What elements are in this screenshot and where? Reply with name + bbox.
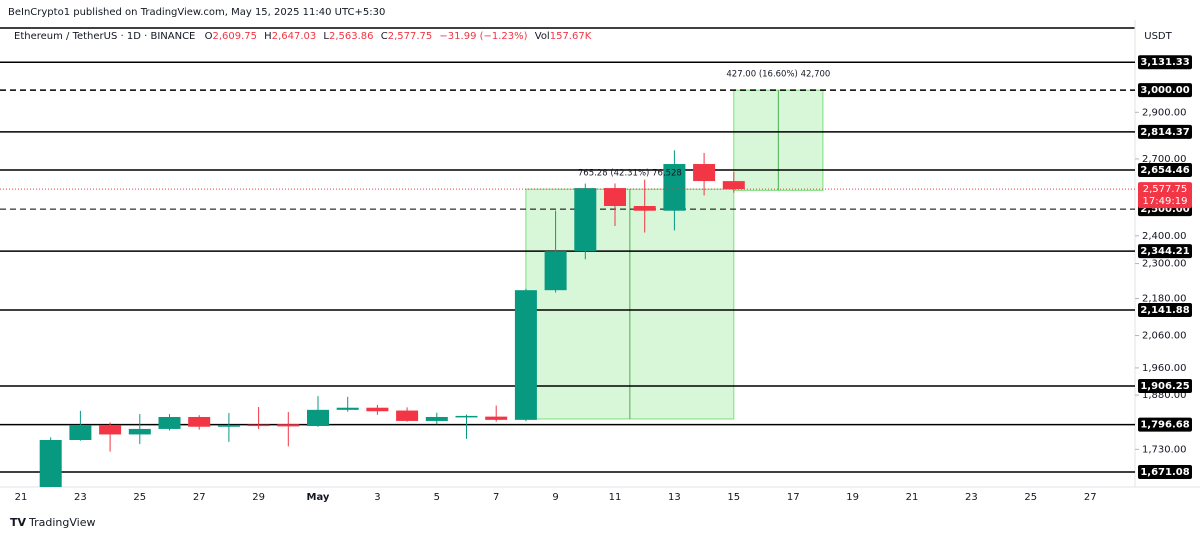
level-label: 2,500.00 — [1140, 204, 1189, 215]
x-tick-label: 29 — [252, 492, 265, 503]
candle-body — [366, 407, 389, 412]
level-tag — [1138, 83, 1192, 98]
candle-body — [544, 251, 567, 291]
y-tick-label: 2,300.00 — [1142, 259, 1187, 270]
brand: TV TradingView — [10, 516, 95, 529]
candle-body — [307, 409, 329, 427]
legend-key: H — [264, 31, 272, 42]
level-label: 1,671.08 — [1140, 467, 1189, 478]
range-label: 427.00 (16.60%) 42,700 — [726, 70, 830, 80]
candle-body — [188, 416, 211, 427]
legend-value: 2,577.75 — [388, 31, 433, 42]
candle-body — [217, 424, 240, 427]
x-tick-label: 5 — [434, 492, 440, 503]
candle-body — [455, 415, 478, 418]
legend-key: O — [205, 31, 213, 42]
x-tick-label: 27 — [1084, 492, 1097, 503]
x-tick-label: 9 — [552, 492, 558, 503]
candle-body — [722, 181, 745, 190]
plot — [0, 61, 1135, 487]
x-tick-label: 27 — [193, 492, 206, 503]
candle-body — [247, 424, 270, 427]
x-tick-label: 23 — [74, 492, 87, 503]
brand-logo: TV — [10, 516, 27, 529]
candle-body — [514, 290, 537, 420]
legend-text: Ethereum / TetherUS · 1D · BINANCE O2,60… — [14, 31, 592, 42]
x-tick-label: 21 — [15, 492, 28, 503]
level-tag — [1138, 55, 1192, 70]
y-tick-label: 1,730.00 — [1142, 444, 1187, 455]
level-label: 1,796.68 — [1140, 420, 1189, 431]
x-tick-label: 19 — [846, 492, 859, 503]
level-tag — [1138, 124, 1192, 139]
level-label: 3,131.33 — [1140, 57, 1189, 68]
countdown: 17:49:19 — [1143, 196, 1188, 207]
level-label: 2,654.46 — [1140, 165, 1189, 176]
candle-body — [277, 424, 300, 427]
x-tick-label: 13 — [668, 492, 681, 503]
last-price-label: 2,577.75 — [1143, 184, 1188, 195]
y-tick-label: 2,180.00 — [1142, 294, 1187, 305]
candle-body — [69, 424, 92, 440]
candle-body — [336, 407, 359, 410]
x-tick-label: 3 — [374, 492, 380, 503]
level-tag — [1138, 464, 1192, 479]
axes: 2,900.00 2,700.00 2,400.00 2,300.00 2,180.00… — [15, 55, 1192, 503]
legend-value: 2,647.03 — [272, 31, 317, 42]
x-tick-label: 17 — [787, 492, 800, 503]
x-tick-label: 15 — [727, 492, 740, 503]
legend-value: 2,609.75 — [212, 31, 257, 42]
legend-value: 157.67K — [550, 31, 592, 42]
x-tick-label: 25 — [133, 492, 146, 503]
level-tag — [1138, 379, 1192, 394]
candle-body — [693, 164, 716, 182]
candle-body — [604, 188, 626, 207]
y-tick-label: 2,400.00 — [1142, 231, 1187, 242]
y-tick-label: 1,960.00 — [1142, 363, 1187, 374]
level-label: 3,000.00 — [1140, 85, 1189, 96]
candle-body — [128, 428, 151, 435]
candle-body — [663, 164, 686, 211]
candle-body — [633, 206, 656, 211]
publisher: BeInCrypto1 published on TradingView.com… — [8, 7, 385, 18]
legend: Ethereum / TetherUS · 1D · BINANCE O2,60… — [14, 31, 592, 42]
level-tag — [1138, 163, 1192, 178]
candle-body — [158, 416, 181, 429]
y-tick-label: 2,700.00 — [1142, 154, 1187, 165]
x-tick-label: 11 — [609, 492, 622, 503]
level-label: 2,814.37 — [1140, 127, 1189, 138]
candle-body — [574, 188, 597, 252]
x-tick-label: 21 — [906, 492, 919, 503]
x-tick-label: 25 — [1024, 492, 1037, 503]
legend-key: L — [323, 31, 329, 42]
x-tick-label: 23 — [965, 492, 978, 503]
price-unit: USDT — [1144, 31, 1172, 42]
legend-value: 2,563.86 — [329, 31, 374, 42]
last-price-tag — [1138, 182, 1192, 209]
level-tag — [1138, 244, 1192, 259]
level-tag — [1138, 303, 1192, 318]
candle-body — [425, 416, 448, 421]
candle-body — [99, 424, 122, 435]
level-label: 1,906.25 — [1140, 381, 1189, 392]
level-tag — [1138, 417, 1192, 432]
level-label: 2,344.21 — [1140, 246, 1189, 257]
legend-key: Vol — [535, 31, 550, 42]
symbol: Ethereum / TetherUS · 1D · BINANCE — [14, 31, 195, 42]
range-label: 765.28 (42.31%) 76,528 — [578, 169, 682, 179]
candle-body — [396, 410, 419, 421]
y-tick-label: 2,060.00 — [1142, 330, 1187, 341]
x-tick-label: 7 — [493, 492, 499, 503]
y-tick-label: 2,900.00 — [1142, 107, 1187, 118]
y-tick-label: 1,880.00 — [1142, 390, 1187, 401]
legend-change: −31.99 (−1.23%) — [439, 31, 527, 42]
brand-name: TradingView — [28, 516, 95, 529]
candle-body — [39, 439, 62, 487]
candle-body — [485, 416, 508, 420]
level-label: 2,141.88 — [1140, 305, 1189, 316]
x-tick-label: May — [307, 492, 330, 503]
legend-key: C — [381, 31, 388, 42]
